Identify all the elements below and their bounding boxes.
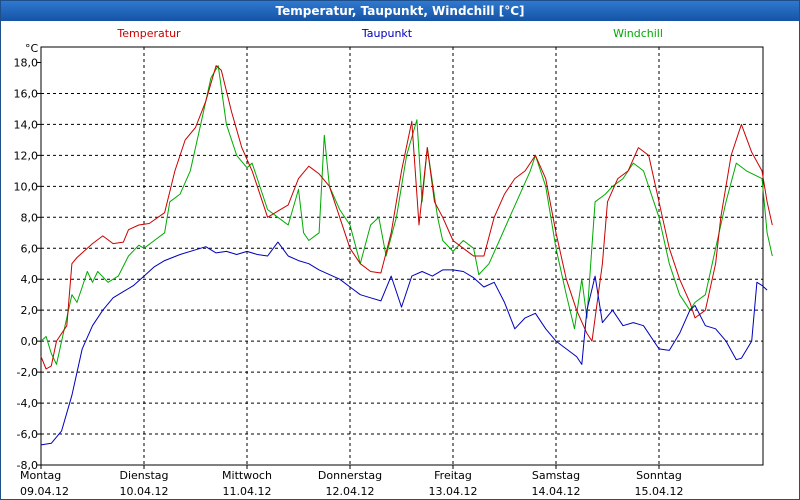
x-tick-date: 15.04.12 (635, 485, 684, 498)
y-tick-label: 8,0 (21, 211, 39, 224)
y-tick-label: 6,0 (21, 242, 39, 255)
y-tick-label: 12,0 (14, 149, 39, 162)
x-tick-day: Sonntag (636, 469, 682, 482)
x-tick-date: 13.04.12 (429, 485, 478, 498)
temperature-chart: 18,0 16,0 14,0 12,0 10,0 8,0 6,0 4,0 2,0 0,0 -2,0 -… (14, 27, 773, 498)
x-tick-date: 12.04.12 (326, 485, 375, 498)
series-line-taupunkt (40, 241, 768, 446)
legend-windchill: Windchill (613, 27, 663, 40)
legend-taupunkt: Taupunkt (361, 27, 413, 40)
y-tick-label: -6,0 (17, 428, 38, 441)
y-tick-label: 10,0 (14, 180, 39, 193)
x-tick-day: Freitag (434, 469, 472, 482)
y-tick-label: -2,0 (17, 366, 38, 379)
x-tick-day: Donnerstag (318, 469, 382, 482)
x-tick-date: 14.04.12 (532, 485, 581, 498)
x-tick-date: 11.04.12 (223, 485, 272, 498)
series-line-windchill (40, 65, 773, 365)
x-tick-date: 09.04.12 (20, 485, 69, 498)
y-tick-label: 16,0 (14, 87, 39, 100)
y-tick-label: -8,0 (17, 459, 38, 472)
y-axis: 18,0 16,0 14,0 12,0 10,0 8,0 6,0 4,0 2,0 0,0 -2,0 -… (14, 56, 41, 472)
legend: Temperatur Taupunkt Windchill (116, 27, 663, 40)
y-tick-label: 4,0 (21, 273, 39, 286)
x-tick-date: 10.04.12 (120, 485, 169, 498)
series-line-temperatur (40, 65, 773, 370)
legend-temperatur: Temperatur (116, 27, 181, 40)
window-title: Temperatur, Taupunkt, Windchill [°C] (1, 1, 799, 21)
x-tick-day: Montag (20, 469, 61, 482)
x-tick-day: Dienstag (119, 469, 168, 482)
x-axis: Montag 09.04.12 Dienstag 10.04.12 Mittwoch 11… (20, 465, 683, 498)
grid (41, 47, 763, 465)
y-tick-label: 0,0 (21, 335, 39, 348)
series-group (40, 65, 773, 446)
y-tick-label: -4,0 (17, 397, 38, 410)
y-tick-label: 2,0 (21, 304, 39, 317)
y-tick-label: 14,0 (14, 118, 39, 131)
x-tick-day: Mittwoch (222, 469, 272, 482)
x-tick-day: Samstag (532, 469, 580, 482)
y-tick-label: 18,0 (14, 56, 39, 69)
plot-area (40, 46, 764, 466)
y-axis-label: °C (25, 42, 39, 55)
